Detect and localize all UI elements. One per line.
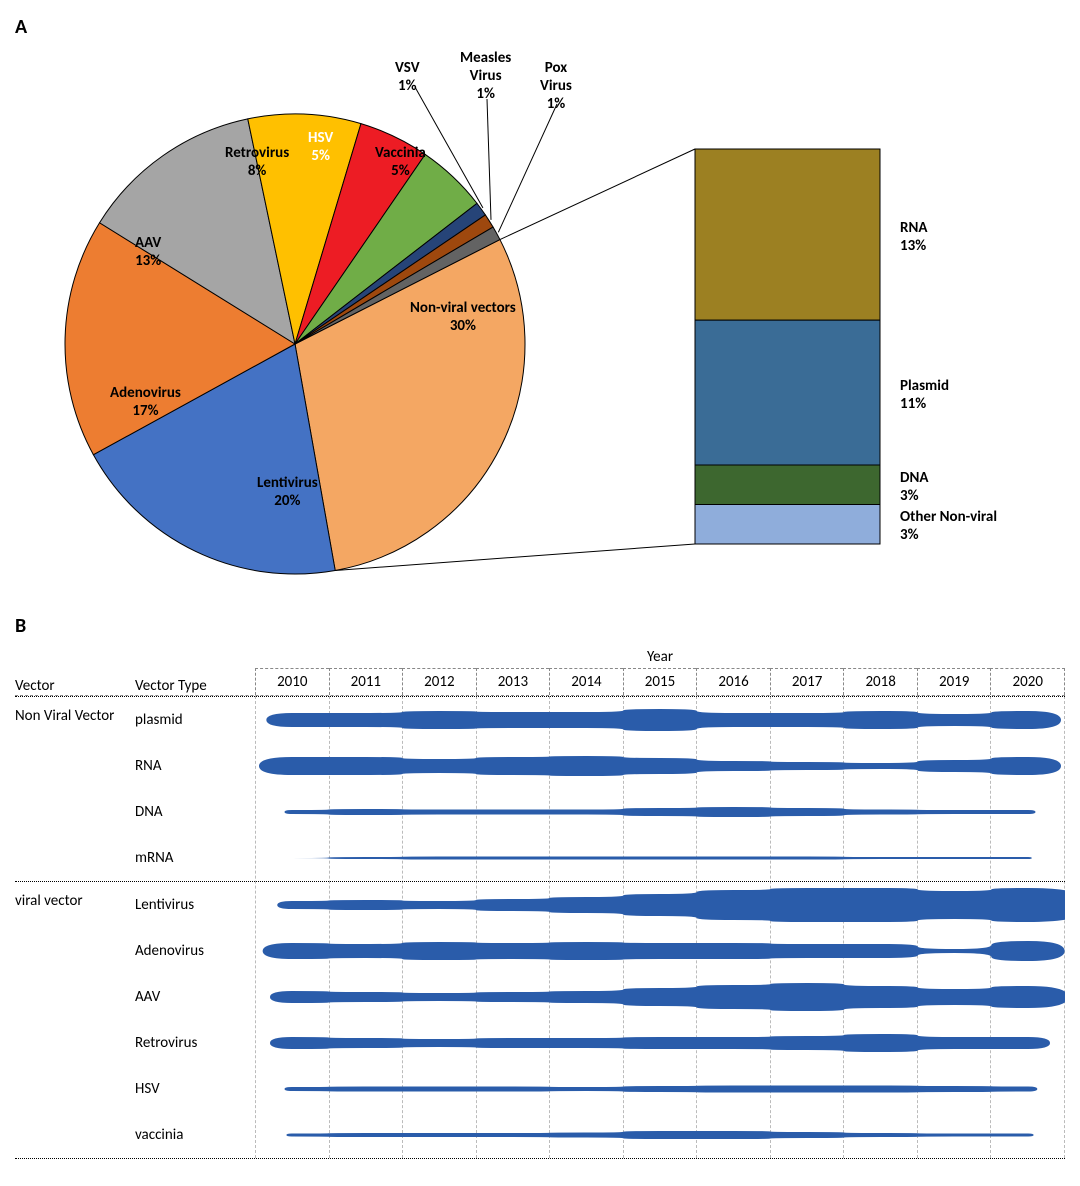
year-cell: 2014: [549, 668, 623, 695]
vector-row: mRNA: [15, 835, 1065, 881]
violin-area: [255, 882, 1065, 928]
year-cell: 2010: [255, 668, 329, 695]
panel-b-header: Vector Vector Type Year 2010201120122013…: [15, 648, 1065, 695]
year-cell: 2018: [843, 668, 917, 695]
vector-row: vaccinia: [15, 1112, 1065, 1158]
panel-b: Vector Vector Type Year 2010201120122013…: [15, 648, 1065, 1159]
year-cell: 2012: [402, 668, 476, 695]
year-cell: 2016: [696, 668, 770, 695]
year-cell: 2019: [917, 668, 991, 695]
vector-group: viral vectorLentivirus Adenovirus AAV Retro…: [15, 881, 1065, 1159]
violin-area: [255, 1020, 1065, 1066]
vector-row: HSV: [15, 1066, 1065, 1112]
year-row: 2010201120122013201420152016201720182019…: [255, 668, 1065, 695]
year-cell: 2013: [476, 668, 550, 695]
vector-type-label: Adenovirus: [135, 942, 255, 960]
vector-group-label: viral vector: [15, 892, 135, 910]
vector-group-label: Non Viral Vector: [15, 707, 135, 725]
violin-area: [255, 974, 1065, 1020]
violin-area: [255, 743, 1065, 789]
vector-row: plasmid: [15, 697, 1065, 743]
panel-a-svg: [15, 44, 1065, 614]
violin-area: [255, 928, 1065, 974]
vector-row: DNA: [15, 789, 1065, 835]
violin-area: [255, 697, 1065, 743]
violin-area: [255, 1066, 1065, 1112]
year-cell: 2020: [990, 668, 1065, 695]
vector-row: Lentivirus: [15, 882, 1065, 928]
vector-type-label: HSV: [135, 1080, 255, 1098]
year-cell: 2017: [770, 668, 844, 695]
panel-a-label: A: [15, 15, 1065, 39]
vector-type-label: vaccinia: [135, 1126, 255, 1144]
vector-row: AAV: [15, 974, 1065, 1020]
panel-a: Non-viral vectors30%Lentivirus20%Adenovi…: [15, 44, 1065, 614]
violin-area: [255, 1112, 1065, 1158]
vector-row: Retrovirus: [15, 1020, 1065, 1066]
vector-row: RNA: [15, 743, 1065, 789]
year-cell: 2011: [329, 668, 403, 695]
panel-b-body: Non Viral Vectorplasmid RNA DNA mRNA viral v…: [15, 695, 1065, 1159]
vector-type-label: Lentivirus: [135, 896, 255, 914]
vector-type-label: Retrovirus: [135, 1034, 255, 1052]
vector-type-label: AAV: [135, 988, 255, 1006]
year-cell: 2015: [623, 668, 697, 695]
year-heading: Year: [255, 648, 1065, 666]
vector-heading: Vector: [15, 677, 135, 695]
vector-group: Non Viral Vectorplasmid RNA DNA mRNA: [15, 696, 1065, 881]
vector-type-label: mRNA: [135, 849, 255, 867]
vector-row: Adenovirus: [15, 928, 1065, 974]
violin-area: [255, 835, 1065, 881]
vector-type-heading: Vector Type: [135, 677, 255, 695]
panel-b-label: B: [15, 614, 1065, 638]
violin-area: [255, 789, 1065, 835]
vector-type-label: RNA: [135, 757, 255, 775]
vector-type-label: plasmid: [135, 711, 255, 729]
vector-type-label: DNA: [135, 803, 255, 821]
